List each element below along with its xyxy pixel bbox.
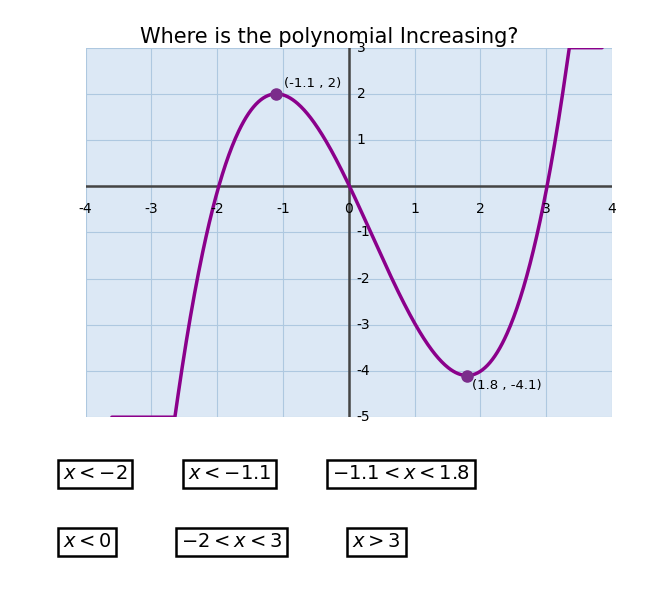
Text: 2: 2 — [357, 87, 365, 101]
Text: 0: 0 — [344, 203, 353, 216]
Text: Where is the polynomial Increasing?: Where is the polynomial Increasing? — [139, 27, 519, 47]
Text: -5: -5 — [357, 410, 370, 424]
Text: -2: -2 — [211, 203, 224, 216]
Text: -1: -1 — [357, 225, 370, 240]
Text: 3: 3 — [542, 203, 551, 216]
Text: $x < 0$: $x < 0$ — [63, 533, 111, 551]
Text: -1: -1 — [276, 203, 290, 216]
Text: $-1.1 < x < 1.8$: $-1.1 < x < 1.8$ — [332, 465, 470, 483]
Text: -3: -3 — [357, 318, 370, 332]
Text: $-2 < x < 3$: $-2 < x < 3$ — [181, 533, 282, 551]
Text: 4: 4 — [607, 203, 617, 216]
Text: 3: 3 — [357, 41, 365, 55]
Text: $x < -1.1$: $x < -1.1$ — [188, 465, 271, 483]
Text: $x > 3$: $x > 3$ — [352, 533, 401, 551]
Text: -4: -4 — [357, 364, 370, 378]
Text: (1.8 , -4.1): (1.8 , -4.1) — [472, 379, 542, 392]
Text: 2: 2 — [476, 203, 485, 216]
Text: 1: 1 — [357, 133, 365, 147]
Text: -2: -2 — [357, 272, 370, 285]
Text: -3: -3 — [145, 203, 158, 216]
Text: 1: 1 — [410, 203, 419, 216]
Text: (-1.1 , 2): (-1.1 , 2) — [284, 77, 342, 90]
Text: -4: -4 — [79, 203, 92, 216]
Text: $x < -2$: $x < -2$ — [63, 465, 127, 483]
